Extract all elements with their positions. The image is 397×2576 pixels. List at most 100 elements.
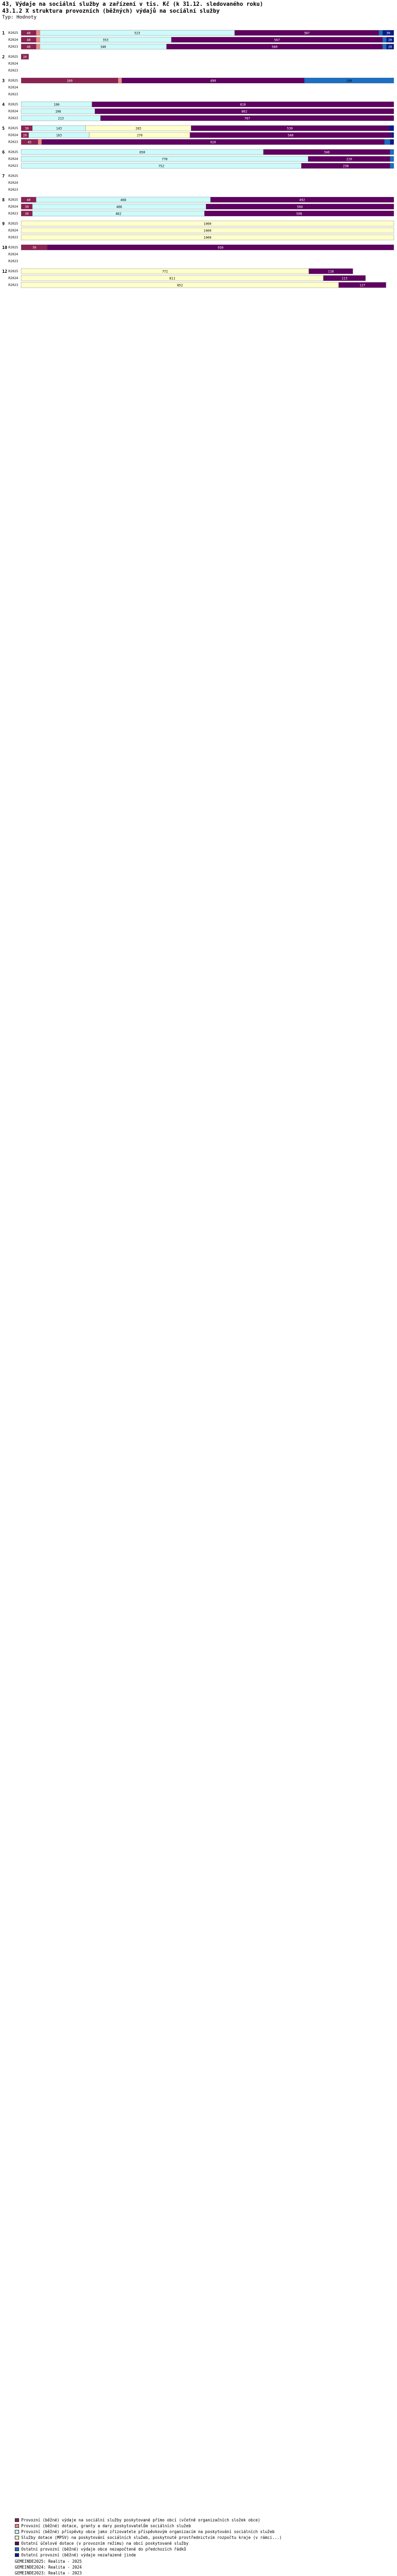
chart-legend: Provozní (běžné) výdaje na sociální služ… <box>15 2517 394 2558</box>
data-label: 1000 <box>204 236 212 240</box>
chart-title: 43, Výdaje na sociální služby a zařízení… <box>2 1 264 7</box>
bar-segment <box>388 125 394 131</box>
data-label: 163 <box>56 134 62 138</box>
data-label: 340 <box>324 151 330 155</box>
row-year-label: R2025 <box>8 150 18 154</box>
group-label: 2 <box>2 55 5 59</box>
bar-segment <box>390 139 394 145</box>
data-label: 504 <box>297 206 303 209</box>
row-year-label: R2024 <box>8 229 18 233</box>
bar-segment <box>47 244 394 251</box>
data-label: 466 <box>116 206 122 209</box>
legend-item: Ostatní účelové dotace (v provozním reži… <box>15 2541 394 2546</box>
bar-segment <box>206 203 394 210</box>
data-label: 1000 <box>204 229 212 233</box>
data-label: 468 <box>120 199 126 202</box>
bar-segment <box>390 163 394 169</box>
data-label: 30 <box>25 206 29 209</box>
row-year-label: R2025 <box>8 31 18 35</box>
data-label: 567 <box>274 39 280 42</box>
data-label: 45 <box>28 141 32 145</box>
data-label: 70 <box>32 246 37 250</box>
bar-segment <box>38 139 42 145</box>
data-label: 127 <box>359 284 365 288</box>
footer-line-2: GEMEINDE2024: Realita - 2024 <box>15 2565 82 2570</box>
legend-label: Ostatní účelové dotace (v provozním reži… <box>21 2541 189 2546</box>
data-label: 770 <box>162 158 168 162</box>
row-year-label: R2025 <box>8 270 18 273</box>
data-label: 353 <box>103 39 109 42</box>
data-label: 143 <box>56 127 62 131</box>
data-label: 811 <box>169 277 175 281</box>
group-label: 5 <box>2 126 5 131</box>
legend-item: Služby dotace (MPSV) na poskytování soci… <box>15 2535 394 2541</box>
legend-item: Provozní (běžné) výdaje na sociální služ… <box>15 2517 394 2523</box>
row-year-label: R2025 <box>8 174 18 178</box>
legend-label: Ostatní provozní (běžné) výdaje obce nez… <box>21 2547 186 2552</box>
row-year-label: R2024 <box>8 38 18 42</box>
row-year-label: R2025 <box>8 127 18 130</box>
bar-segment <box>21 227 394 234</box>
legend-swatch <box>15 2536 19 2539</box>
group-label: 9 <box>2 221 5 226</box>
data-label: 113 <box>341 277 347 281</box>
data-label: 802 <box>241 110 247 114</box>
bar-segment <box>338 282 386 288</box>
row-year-label: R2023 <box>8 212 18 216</box>
data-label: 30 <box>386 32 391 35</box>
row-year-label: R2023 <box>8 236 18 239</box>
bar-segment <box>21 220 394 227</box>
data-label: 118 <box>328 270 334 274</box>
data-label: 787 <box>245 117 250 121</box>
data-label: 920 <box>210 141 216 145</box>
row-year-label: R2024 <box>8 253 18 256</box>
data-label: 220 <box>346 158 352 162</box>
data-label: 30 <box>25 212 29 216</box>
data-label: 490 <box>210 79 216 83</box>
row-year-label: R2025 <box>8 222 18 226</box>
data-label: 198 <box>55 110 61 114</box>
group-label: 12 <box>2 269 7 274</box>
legend-item: Ostatní provozní (běžné) výdaje nezařaze… <box>15 2552 394 2558</box>
data-label: 238 <box>343 165 349 168</box>
data-label: 213 <box>58 117 64 121</box>
data-label: 270 <box>137 134 142 138</box>
bar-segment <box>323 275 366 281</box>
data-label: 20 <box>23 56 27 59</box>
row-year-label: R2023 <box>8 117 18 120</box>
row-year-label: R2023 <box>8 283 18 287</box>
data-label: 580 <box>272 46 277 49</box>
bar-segment <box>382 43 387 50</box>
bar-segment <box>100 115 394 121</box>
chart-footer: GEMEINDE2025: Realita - 2025 GEMEINDE202… <box>15 2559 394 2576</box>
data-label: 240 <box>346 79 352 83</box>
row-year-label: R2023 <box>8 93 18 96</box>
legend-label: Služby dotace (MPSV) na poskytování soci… <box>21 2535 282 2540</box>
group-label: 3 <box>2 78 5 83</box>
legend-item: Provozní (běžné) dotace, granty a dary p… <box>15 2523 394 2529</box>
bar-segment <box>384 139 391 145</box>
legend-label: Provozní (běžné) výdaje na sociální služ… <box>21 2518 260 2522</box>
data-label: 30 <box>25 127 29 131</box>
data-label: 492 <box>299 199 305 202</box>
row-year-label: R2024 <box>8 181 18 185</box>
group-label: 8 <box>2 198 5 202</box>
data-label: 540 <box>288 134 294 138</box>
legend-swatch <box>15 2553 19 2557</box>
bar-segment <box>386 43 394 50</box>
data-label: 852 <box>177 284 183 288</box>
bar-segment <box>21 54 29 60</box>
bar-segment <box>36 43 40 50</box>
data-label: 20 <box>388 46 392 49</box>
bar-segment <box>382 37 387 43</box>
row-year-label: R2024 <box>8 277 18 280</box>
row-year-label: R2023 <box>8 140 18 144</box>
bar-segment <box>390 156 394 162</box>
row-year-label: R2025 <box>8 246 18 249</box>
data-label: 650 <box>139 151 145 155</box>
row-year-label: R2023 <box>8 69 18 73</box>
row-year-label: R2024 <box>8 157 18 161</box>
bar-segment <box>309 268 353 274</box>
legend-swatch <box>15 2524 19 2528</box>
